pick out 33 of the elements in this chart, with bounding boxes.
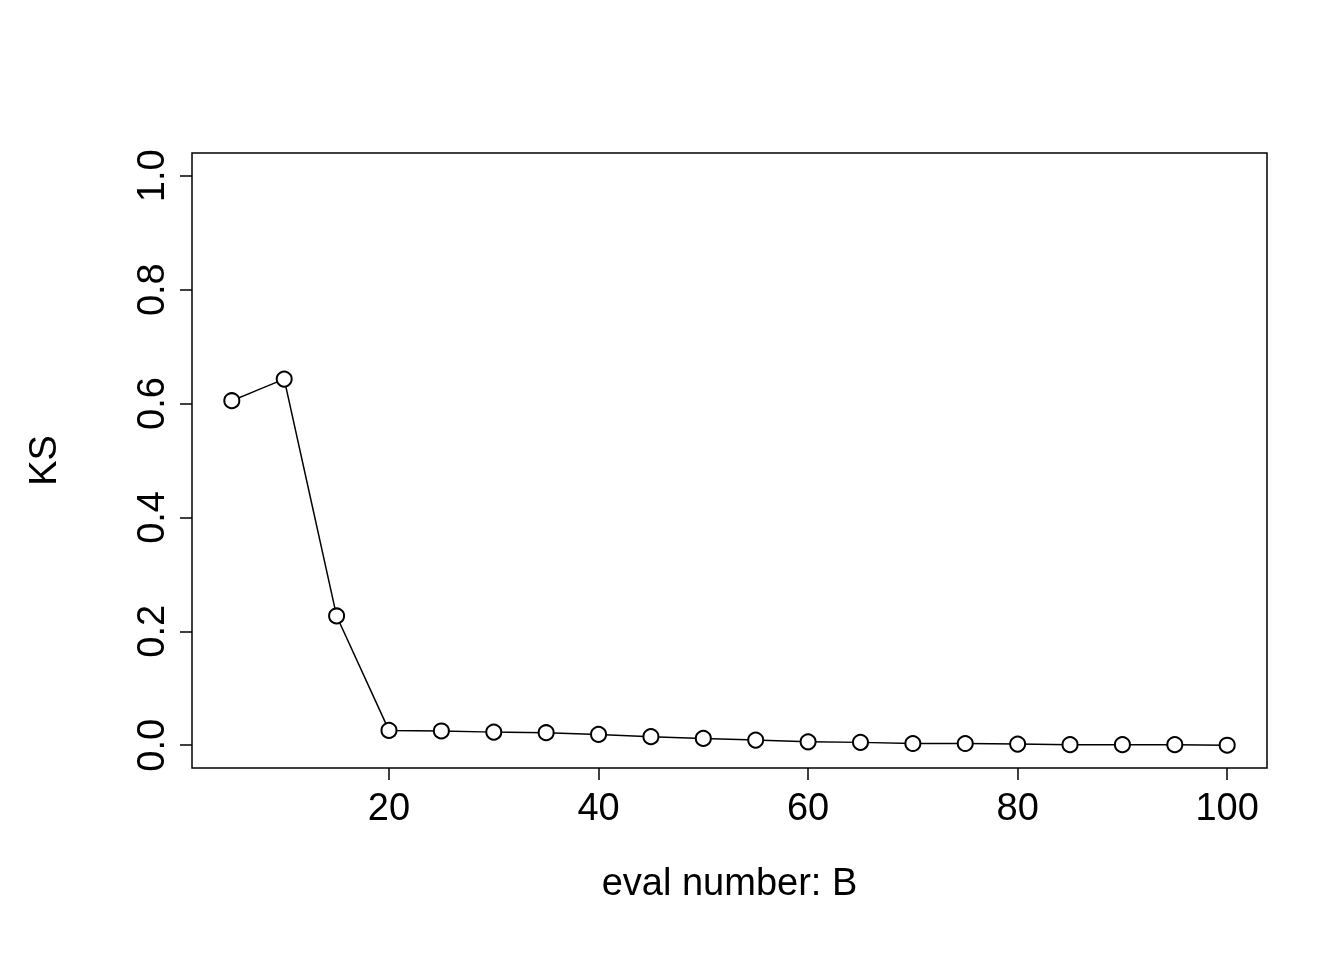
point — [223, 392, 241, 410]
point — [904, 735, 922, 753]
x-axis-title: eval number: B — [601, 861, 858, 903]
y-tick-label: 0.6 — [130, 377, 172, 430]
x-tick-label: 100 — [1195, 786, 1259, 828]
point — [590, 725, 608, 743]
point — [1113, 736, 1131, 754]
y-tick-label: 1.0 — [130, 149, 172, 203]
point — [328, 607, 346, 625]
y-tick-label: 0.4 — [130, 491, 172, 544]
x-tick-label: 40 — [577, 786, 620, 828]
point — [799, 733, 817, 751]
y-axis-title: KS — [22, 435, 64, 486]
point — [851, 733, 869, 751]
point — [432, 722, 450, 740]
y-tick-label: 0.8 — [130, 263, 172, 317]
point — [956, 735, 974, 753]
x-tick-label: 20 — [367, 786, 411, 828]
point — [1009, 735, 1027, 753]
x-tick-label: 60 — [786, 786, 830, 828]
y-tick-label: 0.0 — [130, 718, 172, 772]
point — [380, 721, 398, 739]
point — [537, 724, 555, 742]
point — [1061, 736, 1079, 754]
point — [642, 728, 660, 746]
y-tick-label: 0.2 — [130, 604, 172, 658]
point — [694, 729, 712, 747]
point — [485, 723, 503, 741]
point — [1166, 736, 1184, 754]
point — [275, 370, 293, 388]
point — [1218, 736, 1236, 754]
x-tick-label: 80 — [996, 786, 1039, 828]
point — [747, 731, 765, 749]
